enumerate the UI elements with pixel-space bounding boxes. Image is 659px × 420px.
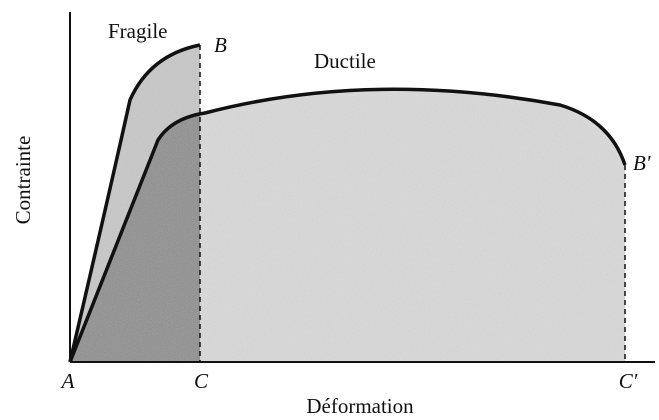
point-label: C′ [619, 369, 638, 393]
y-axis-label: Contrainte [11, 136, 35, 225]
overlap-area [70, 114, 200, 362]
point-label: C [194, 369, 209, 393]
point-label: B [214, 33, 227, 57]
point-label: B' [633, 151, 651, 175]
ductile-curve [68, 87, 627, 363]
curve-label: Fragile [108, 19, 167, 43]
point-label: A [60, 369, 75, 393]
fragile-curve [68, 43, 201, 363]
ductile-area [70, 89, 625, 363]
x-axis-label: Déformation [306, 394, 414, 418]
curve-label: Ductile [314, 49, 376, 73]
